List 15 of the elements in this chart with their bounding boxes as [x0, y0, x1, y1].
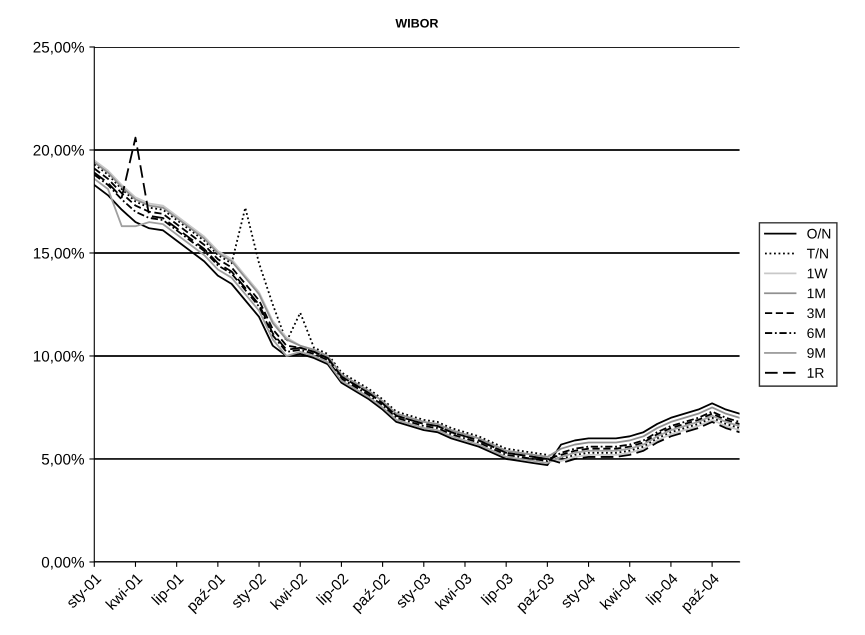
y-tick-label: 15,00%	[34, 248, 84, 260]
legend-label: T/N	[806, 248, 828, 258]
legend-label: 6M	[807, 328, 825, 338]
y-tick-label: 25,00%	[34, 42, 84, 54]
y-tick-label: 5,00%	[42, 454, 84, 466]
legend-label: 1W	[808, 268, 828, 278]
legend-label: 1M	[808, 288, 825, 298]
y-tick-label: 20,00%	[34, 144, 84, 158]
legend-label: 3M	[807, 308, 825, 318]
chart-title: WIBOR	[395, 18, 438, 28]
legend-label: O/N	[807, 228, 830, 239]
legend-label: 1R	[808, 368, 824, 378]
y-tick-label: 10,00%	[34, 350, 84, 364]
y-tick-label: 0,00%	[42, 556, 84, 570]
legend-label: 9M	[807, 348, 825, 358]
